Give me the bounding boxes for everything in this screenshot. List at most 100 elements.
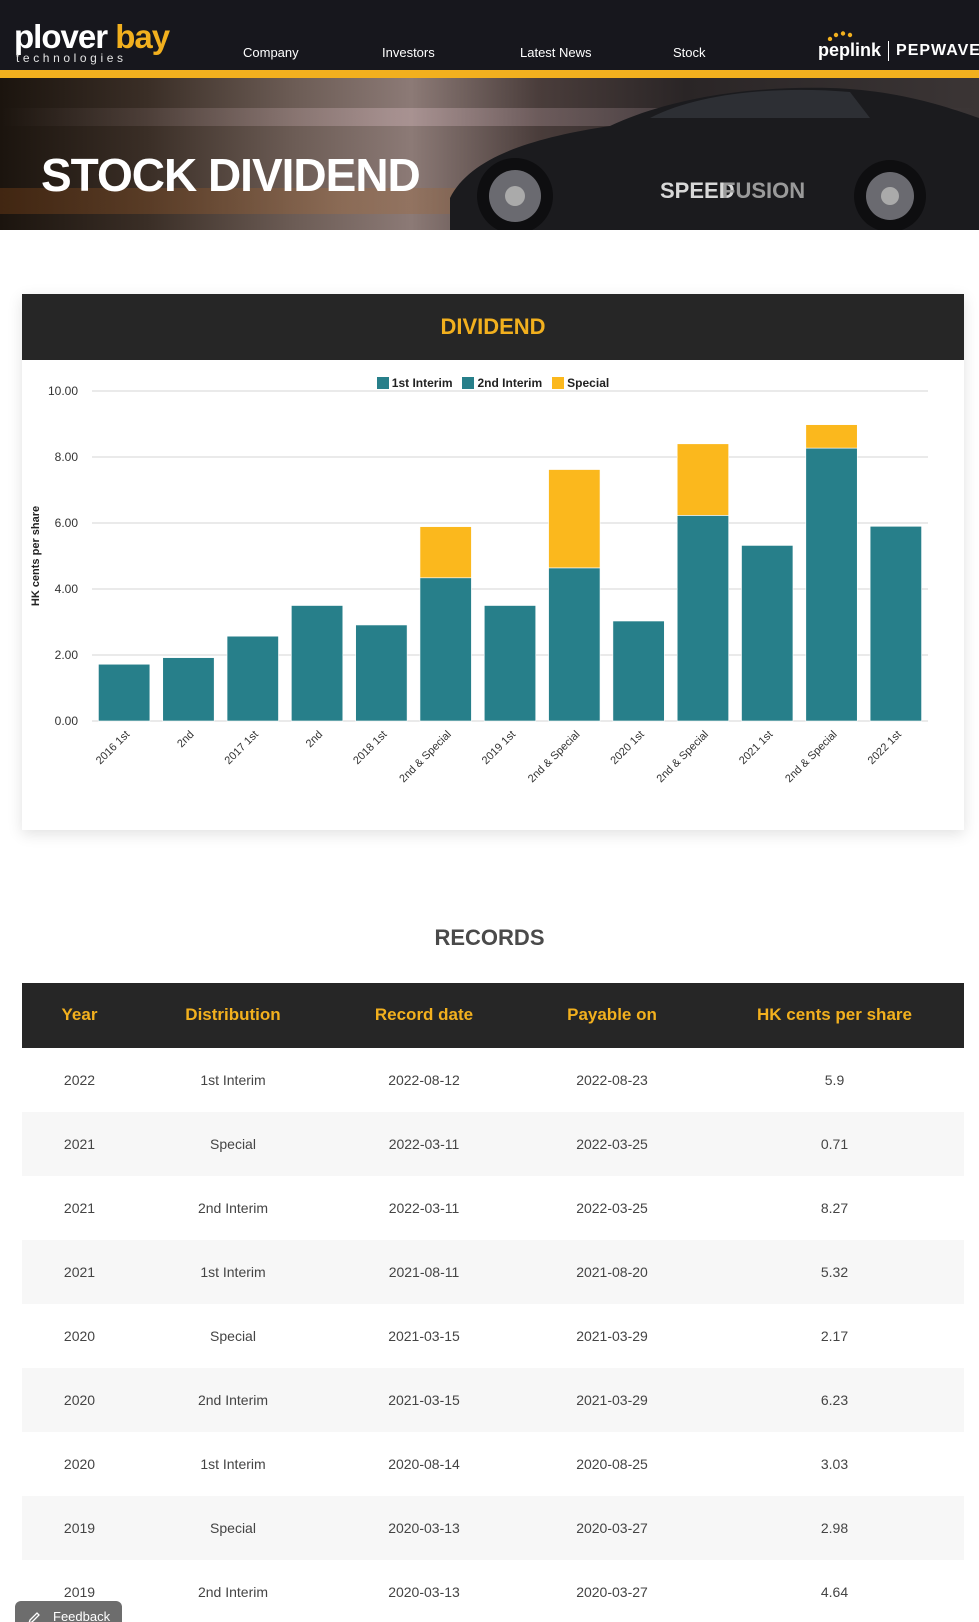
cell-hk-cents: 2.17 — [820, 1328, 849, 1344]
x-tick-label: 2022 1st — [866, 729, 904, 767]
nav-stock[interactable]: Stock — [673, 45, 706, 60]
cell-payable-on: 2021-03-29 — [576, 1328, 648, 1344]
cell-record-date: 2020-03-13 — [388, 1520, 460, 1536]
legend-label: Special — [567, 376, 610, 390]
table-row: 2021 2nd Interim 2022-03-11 2022-03-25 8.27 — [22, 1176, 964, 1240]
cell-record-date: 2020-03-13 — [388, 1584, 460, 1600]
x-tick-label: 2nd & Special — [397, 729, 453, 785]
legend-label: 2nd Interim — [477, 376, 543, 390]
x-tick-label: 2nd & Special — [526, 729, 582, 785]
cell-hk-cents: 3.03 — [820, 1456, 849, 1472]
cell-hk-cents: 5.9 — [824, 1072, 845, 1088]
bar-1st-interim — [869, 526, 922, 722]
cell-year: 2021 — [63, 1200, 96, 1216]
table-row: 2019 2nd Interim 2020-03-13 2020-03-27 4.64 — [22, 1560, 964, 1622]
bar-special — [548, 469, 601, 569]
cell-hk-cents: 6.23 — [820, 1392, 849, 1408]
cell-payable-on: 2022-03-25 — [576, 1136, 648, 1152]
bar-2nd-interim — [676, 515, 729, 722]
nav-latest-news[interactable]: Latest News — [520, 45, 592, 60]
x-tick-label: 2019 1st — [480, 729, 518, 767]
table-row: 2022 1st Interim 2022-08-12 2022-08-23 5.9 — [22, 1048, 964, 1112]
cell-year: 2019 — [63, 1520, 96, 1536]
cell-payable-on: 2022-08-23 — [576, 1072, 648, 1088]
car-text-speed: SPEED — [660, 178, 735, 203]
dividend-title: DIVIDEND — [440, 314, 546, 339]
cell-year: 2020 — [63, 1456, 96, 1472]
x-tick-label: 2020 1st — [608, 729, 646, 767]
table-row: 2019 Special 2020-03-13 2020-03-27 2.98 — [22, 1496, 964, 1560]
y-tick-label: 2.00 — [55, 648, 79, 662]
cell-year: 2020 — [63, 1392, 96, 1408]
bar-2nd-interim — [291, 605, 344, 722]
y-axis-label: HK cents per share — [30, 506, 42, 606]
feedback-button[interactable]: Feedback — [15, 1601, 122, 1622]
hero-banner: SPEED FUSION STOCK DIVIDEND — [0, 78, 979, 230]
logo-sub-text: technologies — [16, 51, 127, 65]
cell-payable-on: 2020-08-25 — [576, 1456, 648, 1472]
legend-swatch — [552, 377, 565, 389]
cell-record-date: 2021-03-15 — [388, 1392, 460, 1408]
cell-record-date: 2022-03-11 — [388, 1136, 460, 1152]
cell-distribution: 1st Interim — [200, 1264, 266, 1280]
table-row: 2020 1st Interim 2020-08-14 2020-08-25 3.03 — [22, 1432, 964, 1496]
cell-distribution: Special — [210, 1520, 256, 1536]
cell-payable-on: 2020-03-27 — [576, 1584, 648, 1600]
bar-1st-interim — [98, 663, 151, 722]
y-tick-label: 10.00 — [48, 384, 78, 398]
nav-company[interactable]: Company — [243, 45, 299, 60]
page-title: STOCK DIVIDEND — [41, 149, 421, 201]
cell-year: 2020 — [63, 1328, 96, 1344]
top-navigation-bar: plover bay technologies Company Investor… — [0, 0, 979, 78]
peplink-pepwave-logo[interactable]: peplink PEPWAVE — [818, 31, 979, 61]
legend-item[interactable]: 1st Interim — [376, 376, 452, 390]
bar-1st-interim — [483, 605, 537, 722]
logo-main-text: plover — [14, 18, 108, 55]
cell-year: 2021 — [63, 1136, 96, 1152]
cell-payable-on: 2021-08-20 — [576, 1264, 648, 1280]
x-tick-label: 2nd & Special — [655, 729, 711, 785]
bar-special — [676, 443, 729, 516]
dividend-card-header: DIVIDEND — [22, 294, 964, 360]
legend-item[interactable]: 2nd Interim — [462, 376, 542, 390]
cell-year: 2019 — [63, 1584, 96, 1600]
cell-hk-cents: 4.64 — [820, 1584, 849, 1600]
cell-payable-on: 2020-03-27 — [576, 1520, 648, 1536]
x-tick-label: 2018 1st — [351, 729, 389, 767]
dividend-bar-chart: 0.00 2.00 4.00 6.00 8.00 10.00 HK cents per sh… — [30, 384, 928, 785]
bar-2nd-interim — [419, 577, 472, 722]
bar-2nd-interim — [548, 567, 601, 722]
nav-investors[interactable]: Investors — [382, 45, 435, 60]
legend-swatch — [462, 377, 475, 389]
table-row: 2020 Special 2021-03-15 2021-03-29 2.17 — [22, 1304, 964, 1368]
cell-distribution: 1st Interim — [200, 1456, 266, 1472]
cell-record-date: 2022-03-11 — [388, 1200, 460, 1216]
cell-record-date: 2021-03-15 — [388, 1328, 460, 1344]
column-header-year: Year — [61, 1005, 98, 1024]
column-header-hk-cents: HK cents per share — [757, 1005, 912, 1024]
pencil-icon — [28, 1612, 40, 1622]
records-title: RECORDS — [434, 925, 545, 950]
cell-year: 2021 — [63, 1264, 96, 1280]
x-tick-label: 2nd — [304, 729, 325, 750]
cell-distribution: Special — [210, 1328, 256, 1344]
bar-1st-interim — [355, 624, 408, 722]
cell-record-date: 2021-08-11 — [388, 1264, 460, 1280]
bar-special — [805, 424, 858, 449]
cell-hk-cents: 8.27 — [820, 1200, 849, 1216]
cell-hk-cents: 2.98 — [820, 1520, 849, 1536]
brand-divider — [888, 40, 890, 61]
sports-car-image: SPEED FUSION — [450, 87, 979, 230]
bar-2nd-interim — [162, 657, 215, 722]
column-header-payable-on: Payable on — [567, 1005, 657, 1024]
chart-legend: 1st Interim 2nd Interim Special — [22, 376, 964, 390]
cell-hk-cents: 5.32 — [820, 1264, 849, 1280]
y-tick-label: 6.00 — [55, 516, 79, 530]
cell-distribution: 1st Interim — [200, 1072, 266, 1088]
x-tick-label: 2nd — [175, 729, 196, 750]
table-row: 2021 1st Interim 2021-08-11 2021-08-20 5.32 — [22, 1240, 964, 1304]
plover-bay-logo[interactable]: plover bay technologies — [14, 20, 170, 65]
x-tick-label: 2021 1st — [737, 729, 775, 767]
legend-item[interactable]: Special — [552, 376, 609, 390]
column-header-record-date: Record date — [374, 1005, 474, 1024]
